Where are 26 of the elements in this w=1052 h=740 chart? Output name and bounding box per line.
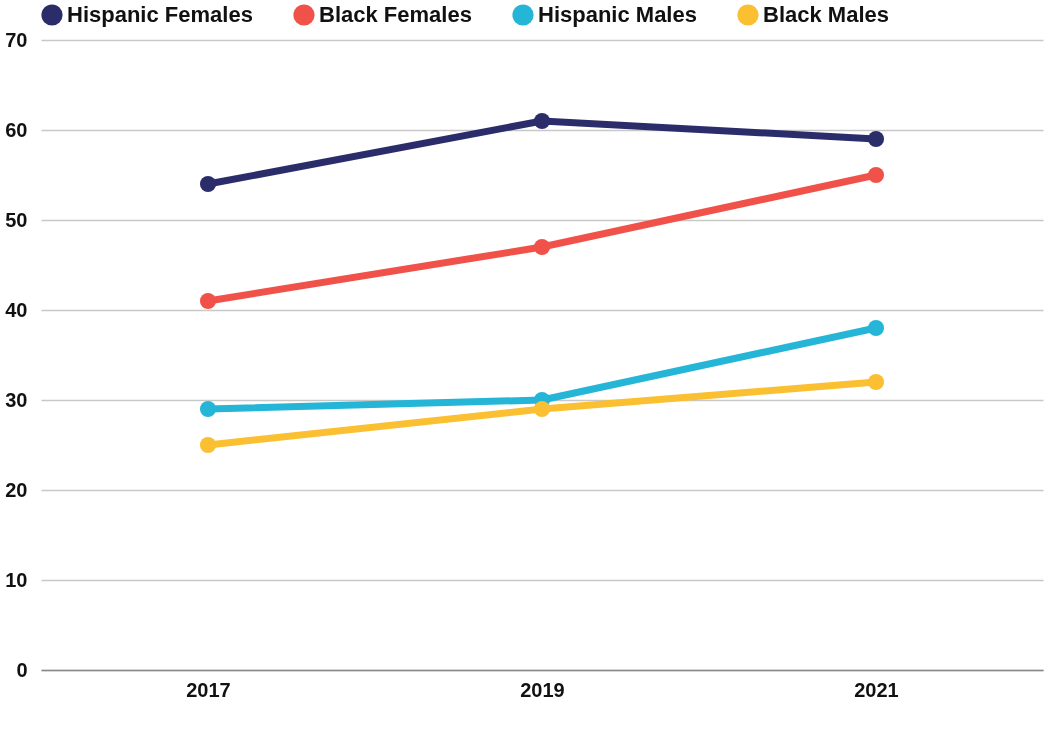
y-tick-label: 70 xyxy=(5,28,28,51)
y-tick-label: 0 xyxy=(16,658,28,681)
point xyxy=(533,400,551,418)
y-tick-label: 60 xyxy=(5,118,28,141)
point xyxy=(533,238,551,256)
legend-label: Black Males xyxy=(763,2,889,27)
y-tick-label: 40 xyxy=(5,298,28,321)
point xyxy=(867,319,885,337)
legend-label: Hispanic Females xyxy=(67,2,253,27)
point xyxy=(199,175,217,193)
x-tick-label: 2021 xyxy=(854,678,899,701)
y-tick-label: 30 xyxy=(5,388,28,411)
point xyxy=(199,292,217,310)
point xyxy=(867,373,885,391)
point xyxy=(199,436,217,454)
point xyxy=(867,166,885,184)
legend-label: Black Females xyxy=(319,2,472,27)
legend-label: Hispanic Males xyxy=(538,2,697,27)
point xyxy=(199,400,217,418)
point xyxy=(867,130,885,148)
y-tick-label: 10 xyxy=(5,568,28,591)
x-tick-label: 2017 xyxy=(186,678,231,701)
x-tick-label: 2019 xyxy=(520,678,565,701)
y-tick-label: 50 xyxy=(5,208,28,231)
point xyxy=(533,112,551,130)
y-tick-label: 20 xyxy=(5,478,28,501)
